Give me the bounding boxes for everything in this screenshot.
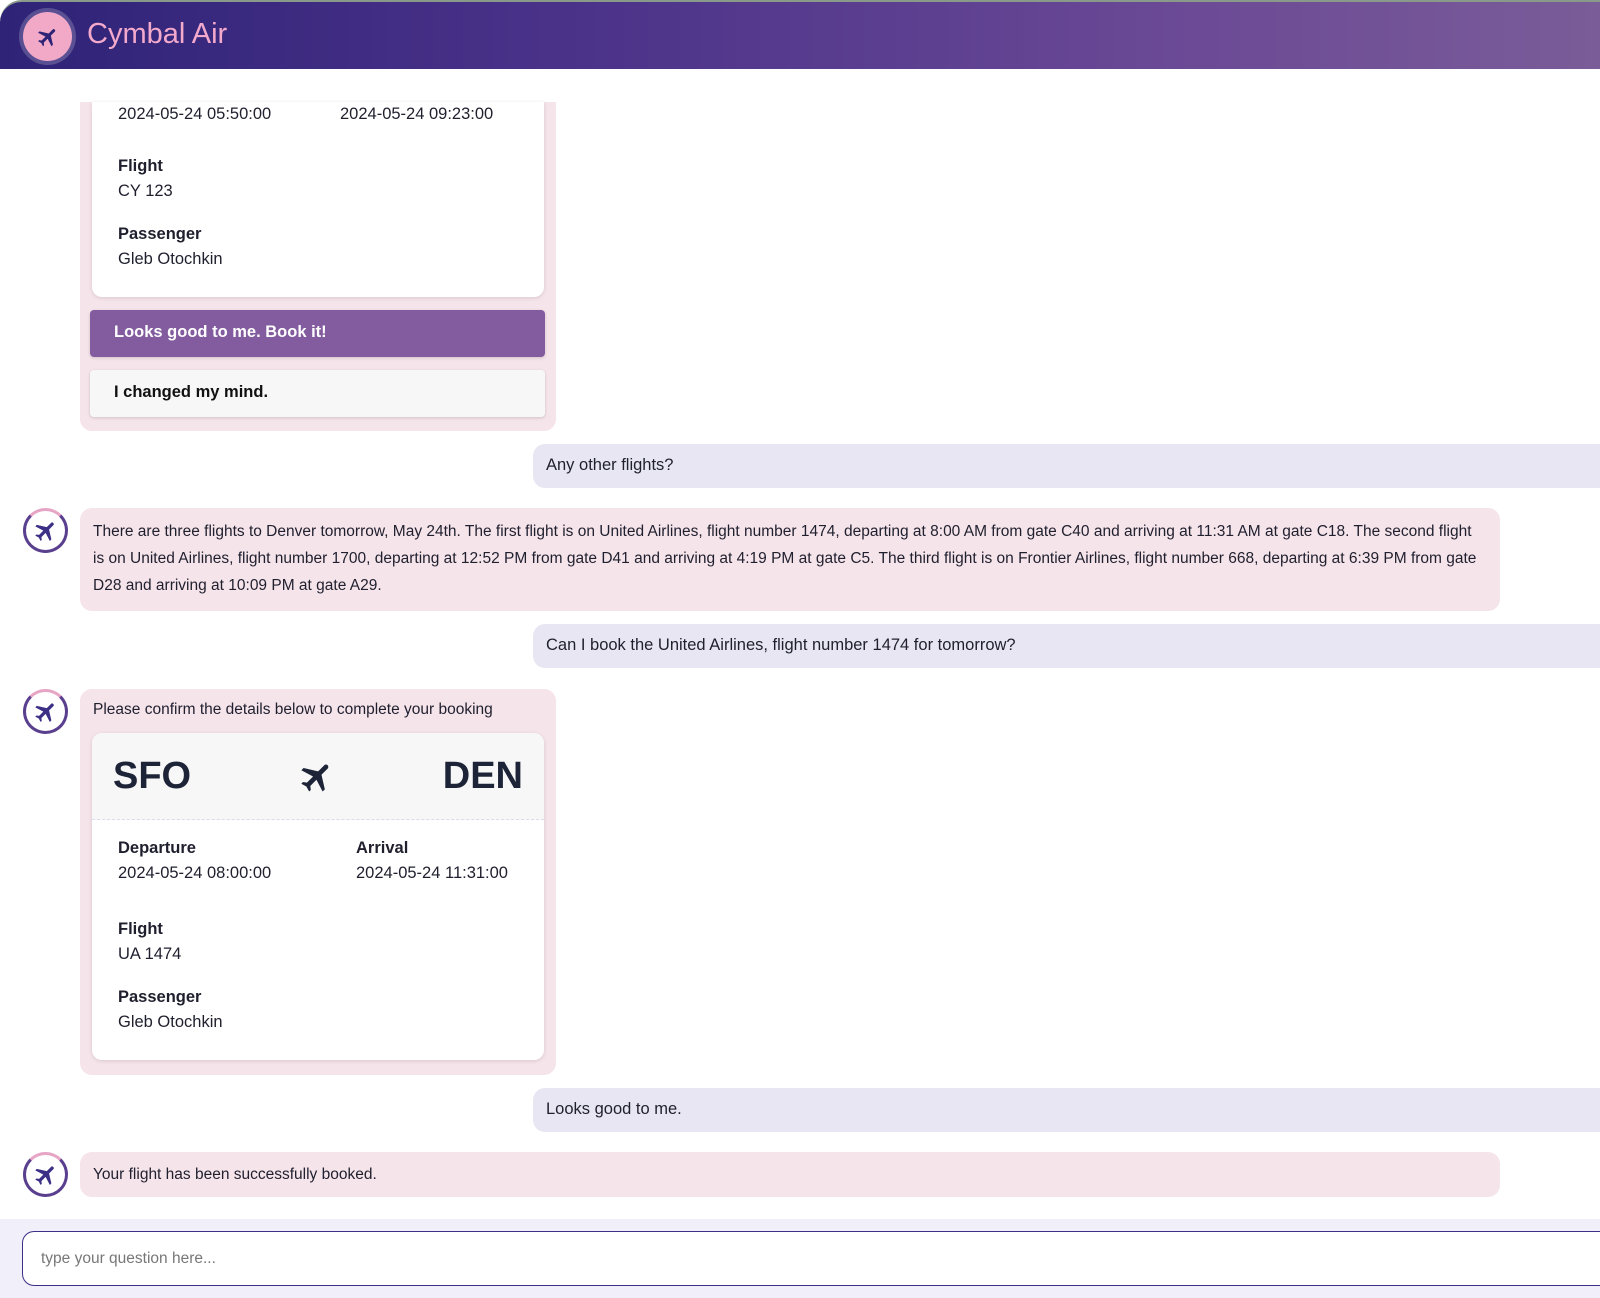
app-header: Cymbal Air — [0, 0, 1600, 69]
arrival-label: Arrival — [356, 839, 409, 857]
input-bar — [0, 1219, 1600, 1298]
bot-avatar — [23, 689, 68, 734]
departure-time: 2024-05-24 08:00:00 — [118, 864, 272, 882]
arrival-time: 2024-05-24 11:31:00 — [356, 864, 508, 882]
passenger-name: Gleb Otochkin — [118, 1013, 223, 1031]
ticket-card: SFO DEN Departure 2024-05-24 08:00:00 Ar… — [92, 733, 544, 1060]
route-header: SFO DEN — [92, 733, 544, 820]
user-message: Looks good to me. — [533, 1088, 1600, 1132]
logo — [23, 12, 72, 61]
passenger-label: Passenger — [118, 988, 202, 1006]
bot-message-booking-2: Please confirm the details below to comp… — [80, 689, 556, 1075]
airplane-icon — [27, 693, 64, 730]
flight-number: UA 1474 — [118, 945, 182, 963]
flight-label: Flight — [118, 157, 163, 175]
passenger-name: Gleb Otochkin — [118, 250, 223, 268]
bot-message: Your flight has been successfully booked… — [80, 1152, 1500, 1197]
question-input[interactable] — [22, 1231, 1600, 1286]
booking-intro: Please confirm the details below to comp… — [93, 701, 493, 718]
flight-label: Flight — [118, 920, 163, 938]
bot-avatar — [23, 1152, 68, 1197]
app-title: Cymbal Air — [87, 18, 228, 50]
bot-message: There are three flights to Denver tomorr… — [80, 508, 1500, 611]
airplane-icon — [290, 750, 344, 804]
destination-code: DEN — [442, 755, 523, 797]
bot-message-booking-1: 2024-05-24 05:50:00 2024-05-24 09:23:00 … — [80, 102, 556, 431]
ticket-card: 2024-05-24 05:50:00 2024-05-24 09:23:00 … — [92, 102, 544, 297]
arrival-time: 2024-05-24 09:23:00 — [340, 105, 494, 123]
departure-time: 2024-05-24 05:50:00 — [118, 105, 272, 123]
user-message: Any other flights? — [533, 444, 1600, 488]
airplane-icon — [27, 1156, 64, 1193]
airplane-icon — [27, 512, 64, 549]
user-message: Can I book the United Airlines, flight n… — [533, 624, 1600, 668]
flight-number: CY 123 — [118, 182, 173, 200]
passenger-label: Passenger — [118, 225, 202, 243]
cancel-booking-button[interactable]: I changed my mind. — [90, 370, 545, 417]
airplane-icon — [31, 20, 65, 54]
departure-label: Departure — [118, 839, 196, 857]
origin-code: SFO — [113, 755, 192, 797]
confirm-booking-button[interactable]: Looks good to me. Book it! — [90, 310, 545, 357]
bot-avatar — [23, 508, 68, 553]
